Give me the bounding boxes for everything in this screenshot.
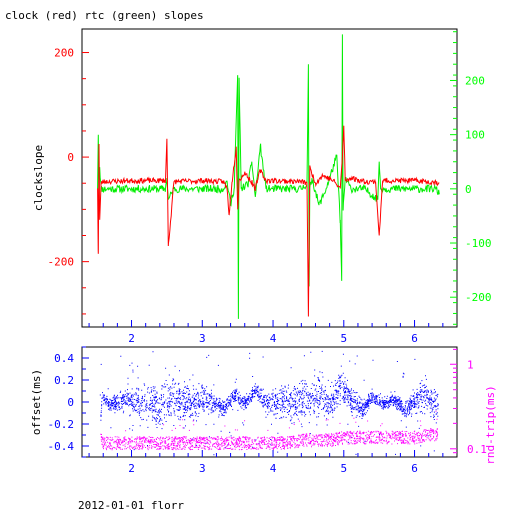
rtc-slope-series [97,34,440,319]
chart-title: clock (red) rtc (green) slopes [5,9,204,22]
bottom-x-tick-label: 2 [128,462,135,475]
top-x-tick-label: 3 [199,332,206,345]
bottom-x-tick-label: 6 [411,462,418,475]
top-x-tick-label: 6 [411,332,418,345]
top-y2-tick-label: 200 [465,74,485,87]
top-plot-frame [81,28,458,328]
top-y-tick-label: 200 [54,47,74,60]
top-y2-tick-label: -100 [465,237,492,250]
bottom-y-tick-label: 0.2 [54,374,74,387]
bottom-x-tick-label: 5 [340,462,347,475]
top-y-axis-label: clockslope [32,145,45,211]
top-y-tick-label: 0 [67,151,74,164]
top-y-tick-label: -200 [48,256,75,269]
bottom-y2-tick-label: 1 [467,358,474,371]
top-plot: 200 0 -200 200 100 0 -100 -200 2 3 4 5 6 [48,31,492,345]
bottom-x-tick-label: 4 [270,462,277,475]
bottom-y-tick-label: -0.2 [48,418,75,431]
bottom-y-tick-label: 0 [67,396,74,409]
top-y2-tick-label: 0 [465,183,472,196]
roundtrip-scatter-points [100,410,439,451]
bottom-y-axis-label: offset(ms) [30,369,43,435]
bottom-y-tick-label: -0.4 [48,440,75,453]
bottom-x-tick-label: 3 [199,462,206,475]
bottom-plot: 0.4 0.2 0 -0.2 -0.4 1 0.1 2 3 4 5 6 [48,346,487,475]
bottom-y2-tick-label: 0.1 [467,443,487,456]
offset-scatter-points [99,350,439,456]
bottom-y-tick-label: 0.4 [54,352,74,365]
clock-slope-series [97,125,440,317]
bottom-y2-axis-label: rnd-trip(ms) [484,385,497,464]
top-x-tick-label: 5 [340,332,347,345]
top-y2-tick-label: 100 [465,129,485,142]
top-x-tick-label: 2 [128,332,135,345]
top-x-tick-label: 4 [270,332,277,345]
footer-label: 2012-01-01 florr [78,499,184,512]
top-y2-tick-label: -200 [465,291,492,304]
